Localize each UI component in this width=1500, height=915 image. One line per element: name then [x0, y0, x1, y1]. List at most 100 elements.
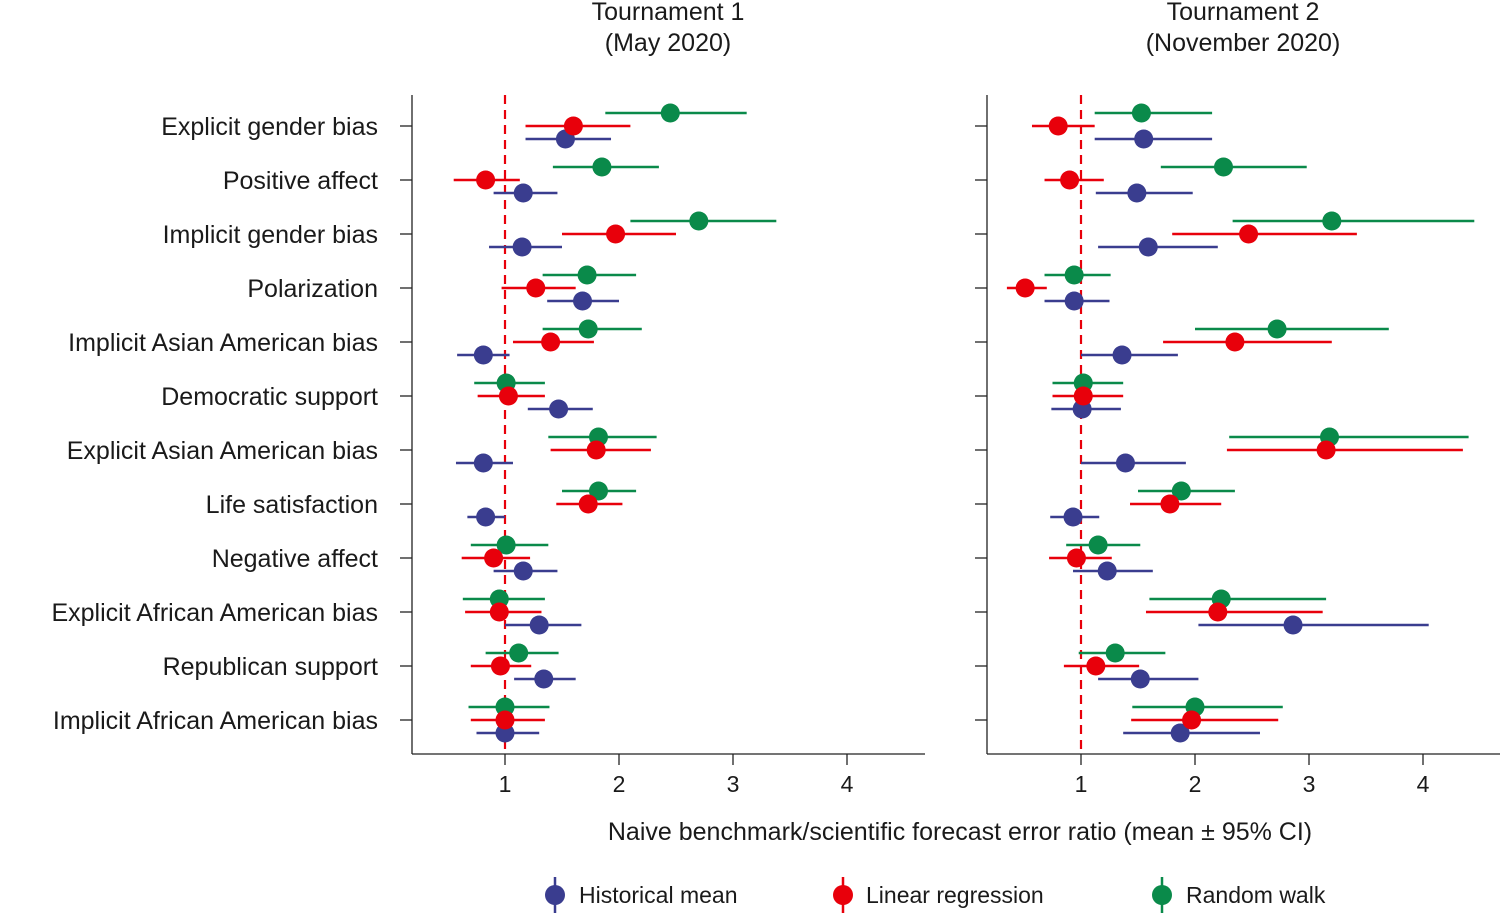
- mean-point: [1060, 170, 1080, 190]
- mean-point: [473, 345, 493, 365]
- mean-point: [578, 494, 598, 514]
- mean-point: [490, 656, 510, 676]
- mean-point: [1131, 103, 1151, 123]
- mean-point: [1073, 386, 1093, 406]
- mean-point: [498, 386, 518, 406]
- mean-point: [484, 548, 504, 568]
- panel-2-title-line-1: Tournament 2: [1167, 0, 1320, 26]
- mean-point: [1208, 602, 1228, 622]
- category-label: Implicit African American bias: [53, 707, 378, 735]
- mean-point: [586, 440, 606, 460]
- category-label: Explicit Asian American bias: [67, 437, 378, 465]
- mean-point: [513, 561, 533, 581]
- x-tick-label: 1: [1075, 771, 1088, 797]
- category-label: Polarization: [247, 275, 378, 303]
- mean-point: [573, 291, 593, 311]
- mean-point: [473, 453, 493, 473]
- legend: Historical mean Linear regression Random…: [545, 877, 1326, 913]
- legend-label: Historical mean: [579, 882, 738, 908]
- mean-point: [1097, 561, 1117, 581]
- category-label: Implicit Asian American bias: [68, 329, 378, 357]
- panel-1-title-line-2: (May 2020): [605, 29, 731, 57]
- mean-point: [495, 710, 515, 730]
- mean-point: [1048, 116, 1068, 136]
- legend-item-historical-mean: Historical mean: [545, 877, 738, 913]
- mean-point: [1267, 319, 1287, 339]
- legend-marker-dot: [1152, 885, 1172, 905]
- mean-point: [1063, 507, 1083, 527]
- mean-point: [541, 332, 561, 352]
- mean-point: [476, 507, 496, 527]
- mean-point: [1112, 345, 1132, 365]
- legend-item-linear-regression: Linear regression: [833, 877, 1044, 913]
- mean-point: [577, 265, 597, 285]
- mean-point: [592, 157, 612, 177]
- mean-point: [534, 669, 554, 689]
- category-label: Negative affect: [212, 545, 378, 573]
- mean-point: [1064, 291, 1084, 311]
- x-tick-label: 4: [841, 771, 854, 797]
- mean-point: [1214, 157, 1233, 177]
- panel-tournament-1: 1 2 3 4: [400, 95, 925, 797]
- mean-point: [529, 615, 549, 635]
- category-label: Democratic support: [161, 383, 378, 411]
- mean-point: [1088, 535, 1108, 555]
- category-label: Explicit African American bias: [51, 599, 378, 627]
- mean-point: [489, 589, 509, 609]
- mean-point: [1115, 453, 1135, 473]
- panel-titles: Tournament 1 (May 2020) Tournament 2 (No…: [592, 0, 1341, 57]
- mean-point: [549, 399, 569, 419]
- mean-point: [1134, 129, 1154, 149]
- category-label: Implicit gender bias: [163, 221, 378, 249]
- mean-point: [1127, 183, 1147, 203]
- mean-point: [1086, 656, 1106, 676]
- x-tick-label: 1: [499, 771, 512, 797]
- mean-point: [1170, 723, 1190, 743]
- mean-point: [526, 278, 546, 298]
- mean-point: [476, 170, 496, 190]
- x-tick-label: 3: [727, 771, 740, 797]
- mean-point: [1130, 669, 1150, 689]
- category-labels: Explicit gender bias Positive affect Imp…: [51, 113, 378, 735]
- legend-label: Random walk: [1186, 882, 1326, 908]
- mean-point: [606, 224, 626, 244]
- mean-point: [1160, 494, 1180, 514]
- mean-point: [1066, 548, 1086, 568]
- category-label: Republican support: [163, 653, 378, 681]
- legend-item-random-walk: Random walk: [1152, 877, 1326, 913]
- mean-point: [513, 183, 533, 203]
- mean-point: [1322, 211, 1342, 231]
- x-tick-label: 4: [1417, 771, 1430, 797]
- mean-point: [496, 535, 516, 555]
- x-tick-label: 3: [1303, 771, 1316, 797]
- mean-point: [509, 643, 529, 663]
- mean-point: [495, 723, 515, 743]
- category-label: Life satisfaction: [206, 491, 378, 519]
- category-label: Positive affect: [223, 167, 378, 195]
- legend-marker-dot: [833, 885, 853, 905]
- mean-point: [563, 116, 583, 136]
- mean-point: [1015, 278, 1035, 298]
- mean-point: [489, 602, 509, 622]
- mean-point: [1105, 643, 1125, 663]
- x-tick-label: 2: [1189, 771, 1202, 797]
- mean-point: [689, 211, 709, 231]
- mean-point: [1316, 440, 1336, 460]
- mean-point: [1182, 710, 1202, 730]
- legend-marker-dot: [545, 885, 565, 905]
- panel-2-title-line-2: (November 2020): [1146, 29, 1341, 57]
- category-label: Explicit gender bias: [161, 113, 378, 141]
- mean-point: [1073, 373, 1093, 393]
- mean-point: [588, 481, 608, 501]
- mean-point: [1283, 615, 1303, 635]
- mean-point: [660, 103, 680, 123]
- mean-point: [1171, 481, 1191, 501]
- mean-point: [1064, 265, 1084, 285]
- mean-point: [578, 319, 598, 339]
- panel-tournament-2: 1 2 3 4: [975, 95, 1500, 797]
- mean-point: [1239, 224, 1259, 244]
- mean-point: [512, 237, 532, 257]
- mean-point: [1225, 332, 1245, 352]
- x-tick-label: 2: [613, 771, 626, 797]
